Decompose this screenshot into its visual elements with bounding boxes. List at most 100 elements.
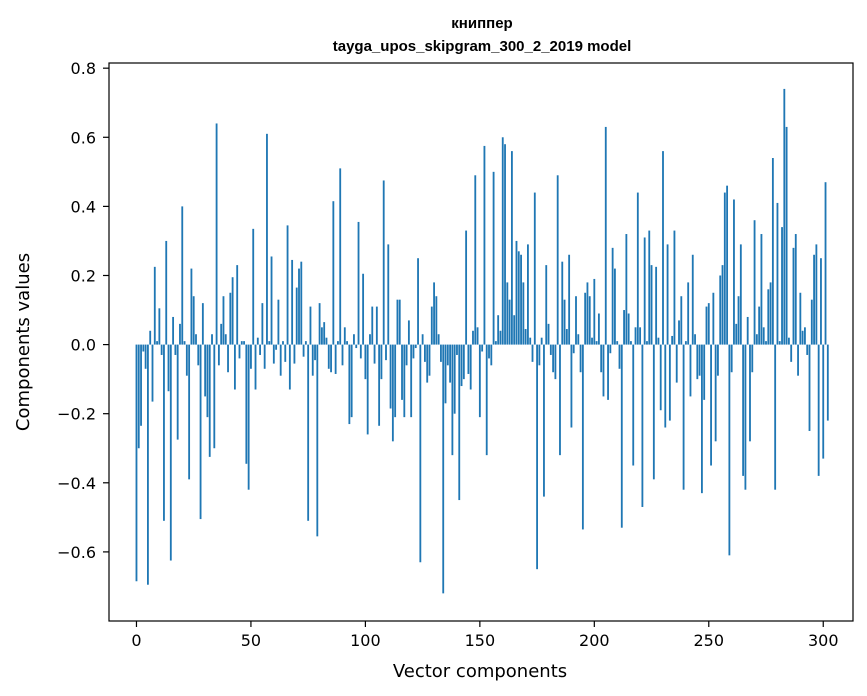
bar (620, 344, 623, 528)
bar (737, 296, 740, 345)
bar (753, 220, 756, 345)
bar (190, 268, 193, 345)
bar (639, 327, 642, 345)
bar (467, 344, 470, 374)
bar (302, 344, 305, 357)
bar (355, 344, 358, 349)
bar (755, 334, 758, 345)
bar (414, 344, 417, 349)
bar (707, 303, 710, 345)
bar (494, 341, 497, 345)
bar (540, 337, 543, 345)
x-axis: 0 50 100 150 200 250 300 (131, 621, 839, 650)
bar (149, 330, 152, 345)
bar (304, 341, 307, 345)
bar (140, 344, 142, 426)
y-tick-label: 0.4 (71, 197, 96, 216)
bar (797, 344, 799, 376)
bar (401, 344, 403, 400)
bar (813, 254, 815, 345)
bar (762, 327, 765, 345)
bar (137, 344, 140, 449)
bar (330, 344, 332, 373)
bar (179, 323, 181, 345)
bar (536, 344, 538, 570)
bar (453, 344, 456, 414)
bar (696, 344, 699, 380)
bar (446, 344, 449, 366)
bar (719, 275, 722, 345)
bar (597, 313, 600, 345)
bar (641, 344, 644, 507)
bar (341, 344, 344, 366)
bar (378, 344, 381, 426)
bar (817, 344, 820, 476)
bar (490, 344, 493, 366)
bar (160, 344, 163, 355)
bar (398, 299, 401, 345)
bar (353, 334, 355, 345)
bar (662, 151, 664, 345)
bar (694, 334, 696, 345)
bar (591, 337, 593, 345)
bar (327, 344, 330, 369)
bar (547, 323, 550, 345)
chart-title-line-2: tayga_upos_skipgram_300_2_2019 model (333, 38, 632, 55)
bar (247, 344, 250, 490)
bar (309, 306, 312, 345)
bar (758, 306, 761, 345)
bar (682, 344, 685, 490)
bar (673, 230, 676, 345)
bar (254, 344, 257, 390)
bar (337, 341, 339, 345)
bar (563, 299, 566, 345)
bar (442, 344, 445, 594)
y-tick-label: −0.2 (57, 405, 96, 424)
bar (359, 344, 362, 359)
bar (220, 323, 223, 345)
y-tick-label: 0.0 (71, 336, 96, 355)
bar (275, 344, 278, 350)
bar (172, 316, 175, 345)
bar (424, 344, 426, 362)
bar (515, 240, 518, 345)
bar (369, 334, 371, 345)
bar (366, 344, 369, 435)
bar (339, 168, 342, 345)
bar (575, 296, 577, 345)
bar (444, 344, 447, 404)
bar (240, 341, 243, 345)
bar (291, 259, 294, 345)
x-tick-label: 50 (241, 631, 261, 650)
bar (403, 344, 406, 418)
bar (245, 344, 248, 464)
bar (781, 227, 783, 345)
bar (478, 344, 481, 418)
bar (410, 344, 413, 418)
bar (675, 344, 678, 383)
y-axis-label: Components values (13, 253, 34, 431)
bar (407, 320, 410, 345)
bar (298, 268, 300, 345)
bar-series (135, 88, 829, 594)
bar (588, 296, 591, 345)
bar (380, 344, 383, 380)
bar (142, 344, 145, 352)
bar (201, 303, 204, 345)
bar (614, 268, 616, 345)
bar (570, 344, 573, 428)
bar (659, 344, 662, 411)
bar (323, 322, 326, 345)
bar (362, 273, 365, 345)
bar (538, 344, 541, 366)
bar (417, 258, 419, 345)
x-tick-label: 0 (131, 631, 141, 650)
bar (412, 344, 415, 359)
bar (316, 344, 319, 537)
bar (572, 344, 575, 354)
bar (630, 341, 632, 345)
bar (426, 344, 429, 383)
bar (307, 344, 310, 521)
bar (476, 327, 479, 345)
bar (325, 337, 328, 345)
